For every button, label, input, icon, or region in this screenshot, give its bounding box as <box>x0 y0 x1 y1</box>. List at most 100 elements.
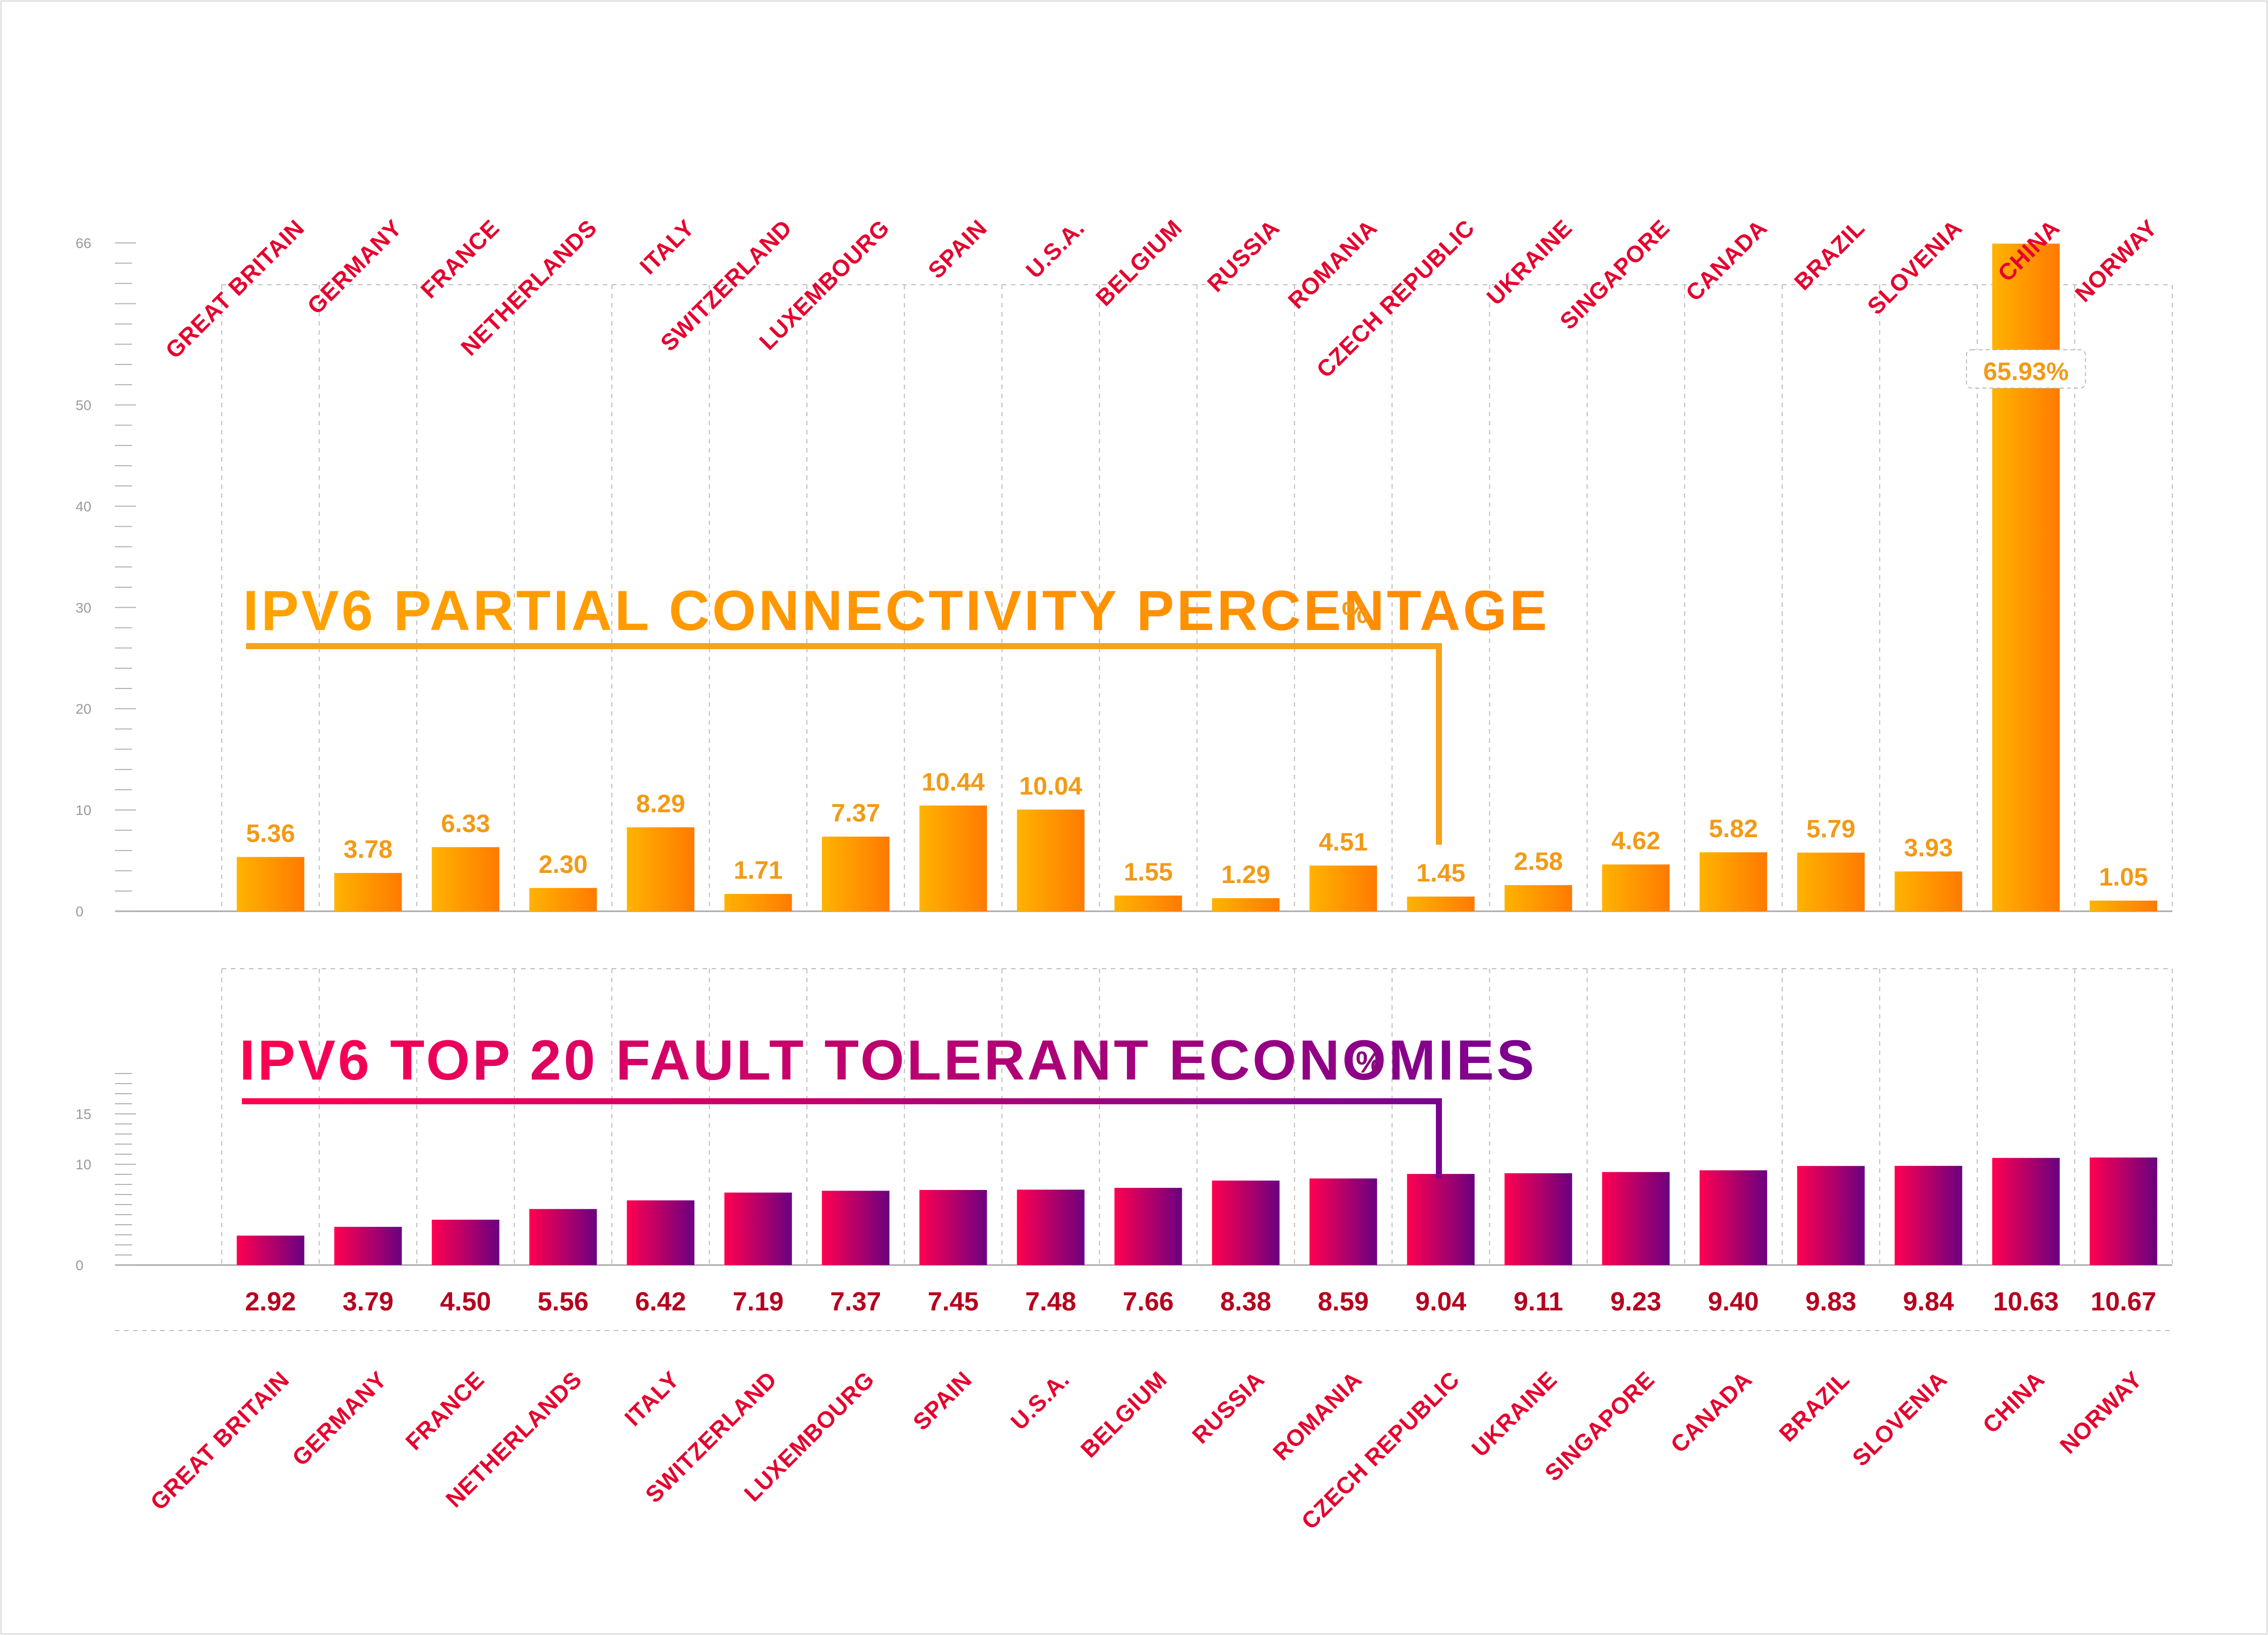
top-value-label: 1.29 <box>1221 860 1270 889</box>
bottom-value-label: 6.42 <box>635 1287 686 1316</box>
bottom-category-label: SPAIN <box>908 1366 977 1435</box>
top-value-label: 1.71 <box>734 856 783 885</box>
bottom-category-label: CZECH REPUBLIC <box>1296 1366 1465 1534</box>
top-value-label: 1.45 <box>1416 859 1465 887</box>
bottom-category-label: BRAZIL <box>1774 1366 1855 1447</box>
bottom-bar <box>822 1190 890 1265</box>
bottom-value-label: 9.40 <box>1708 1287 1759 1316</box>
top-title-connector-line <box>246 643 1442 845</box>
bottom-bar <box>724 1192 792 1265</box>
bottom-value-label: 7.45 <box>928 1287 979 1316</box>
bottom-category-label: GERMANY <box>287 1366 392 1471</box>
top-value-label: 10.04 <box>1019 772 1082 800</box>
top-bar <box>1797 852 1865 911</box>
bottom-bar <box>236 1235 304 1265</box>
bottom-value-label: 3.79 <box>343 1287 394 1316</box>
bottom-chart-title: IPV6 TOP 20 FAULT TOLERANT ECONOMIES <box>239 1029 1537 1092</box>
top-y-tick-label: 50 <box>76 397 91 413</box>
bottom-category-label: BELGIUM <box>1076 1366 1172 1463</box>
top-y-tick-label: 0 <box>76 904 84 919</box>
bottom-value-label: 4.50 <box>440 1287 491 1316</box>
top-y-tick-label: 30 <box>76 600 91 615</box>
top-value-label: 6.33 <box>441 809 490 838</box>
top-bar <box>1212 898 1280 911</box>
bottom-bar <box>1309 1178 1377 1265</box>
bottom-chart-title-group: IPV6 TOP 20 FAULT TOLERANT ECONOMIES % <box>239 1029 1537 1178</box>
bottom-value-label: 7.37 <box>830 1287 881 1316</box>
top-category-label: SPAIN <box>923 214 992 283</box>
bottom-bar <box>1992 1158 2060 1265</box>
top-bar <box>626 827 695 911</box>
top-category-label: CZECH REPUBLIC <box>1311 214 1480 383</box>
top-category-label: SLOVENIA <box>1862 214 1968 320</box>
top-value-callout-box <box>1966 349 2086 389</box>
bottom-bar <box>1895 1166 1963 1265</box>
bottom-bar <box>919 1190 987 1265</box>
top-value-label: 5.82 <box>1709 814 1758 843</box>
bottom-category-label: ROMANIA <box>1268 1366 1367 1465</box>
bottom-value-label: 8.38 <box>1220 1287 1271 1316</box>
top-bar <box>1407 896 1475 911</box>
top-value-label: 5.36 <box>246 819 295 847</box>
bottom-value-label: 5.56 <box>538 1287 589 1316</box>
bottom-category-label: U.S.A. <box>1005 1366 1075 1435</box>
bottom-bar <box>1504 1173 1572 1265</box>
bottom-bar <box>1797 1166 1865 1265</box>
bottom-bar <box>626 1200 695 1265</box>
bottom-value-label: 9.84 <box>1903 1287 1954 1316</box>
bottom-bar <box>1114 1187 1182 1265</box>
bottom-chart-title-unit: % <box>1356 1045 1382 1079</box>
top-category-label: FRANCE <box>415 214 505 303</box>
top-bar <box>1017 809 1085 911</box>
bottom-title-connector-line <box>242 1098 1442 1178</box>
bottom-value-label: 10.67 <box>2091 1287 2156 1316</box>
bottom-category-label: RUSSIA <box>1187 1366 1270 1449</box>
bottom-value-label: 9.04 <box>1415 1287 1466 1316</box>
bottom-value-label: 9.11 <box>1514 1287 1563 1316</box>
top-value-label: 65.93% <box>1983 357 2069 386</box>
bottom-category-label: NORWAY <box>2055 1366 2148 1459</box>
top-bar <box>724 894 792 911</box>
top-y-tick-label: 40 <box>76 498 91 514</box>
bottom-category-label: CANADA <box>1665 1366 1757 1458</box>
top-y-tick-label: 20 <box>76 701 91 717</box>
top-category-label: ROMANIA <box>1283 214 1382 313</box>
top-bar <box>1309 865 1377 911</box>
top-bar <box>1992 243 2060 911</box>
bottom-bar <box>334 1227 402 1265</box>
top-bar <box>919 805 987 911</box>
top-value-label: 5.79 <box>1806 815 1855 843</box>
top-value-label: 3.93 <box>1904 834 1953 862</box>
top-value-label: 8.29 <box>636 789 685 817</box>
top-category-label: GERMANY <box>302 214 407 319</box>
top-category-label: RUSSIA <box>1202 214 1285 297</box>
bottom-category-label: UKRAINE <box>1466 1366 1562 1462</box>
bottom-y-tick-label: 15 <box>76 1106 91 1122</box>
bottom-bar <box>1699 1170 1768 1265</box>
top-bar <box>1895 871 1963 911</box>
top-bar <box>529 888 597 911</box>
top-category-label: ITALY <box>635 214 700 279</box>
top-bar <box>2090 900 2158 911</box>
bottom-value-label: 9.23 <box>1610 1287 1661 1316</box>
bars-layer <box>236 243 2158 1265</box>
top-value-label: 4.51 <box>1319 828 1368 856</box>
top-category-label: BRAZIL <box>1789 214 1870 295</box>
bottom-bar <box>529 1209 597 1265</box>
bottom-bar <box>1407 1174 1475 1265</box>
bottom-category-label: CHINA <box>1978 1366 2050 1438</box>
bottom-category-label: FRANCE <box>400 1366 489 1455</box>
top-bar <box>1504 885 1572 911</box>
bottom-value-label: 7.66 <box>1123 1287 1174 1316</box>
top-bar <box>431 847 499 911</box>
bottom-value-label: 10.63 <box>1993 1287 2059 1316</box>
axes-layer: 0 10 20 30 40 50 66 0 10 15 <box>76 235 2172 1273</box>
top-value-label: 2.30 <box>539 850 588 878</box>
top-chart-title-group: IPV6 PARTIAL CONNECTIVITY PERCENTAGE % <box>243 579 1547 845</box>
bottom-category-label: GREAT BRITAIN <box>145 1366 294 1515</box>
bottom-bar <box>1017 1189 1085 1265</box>
top-value-label: 1.05 <box>2099 863 2148 891</box>
bottom-bar <box>2090 1157 2158 1265</box>
